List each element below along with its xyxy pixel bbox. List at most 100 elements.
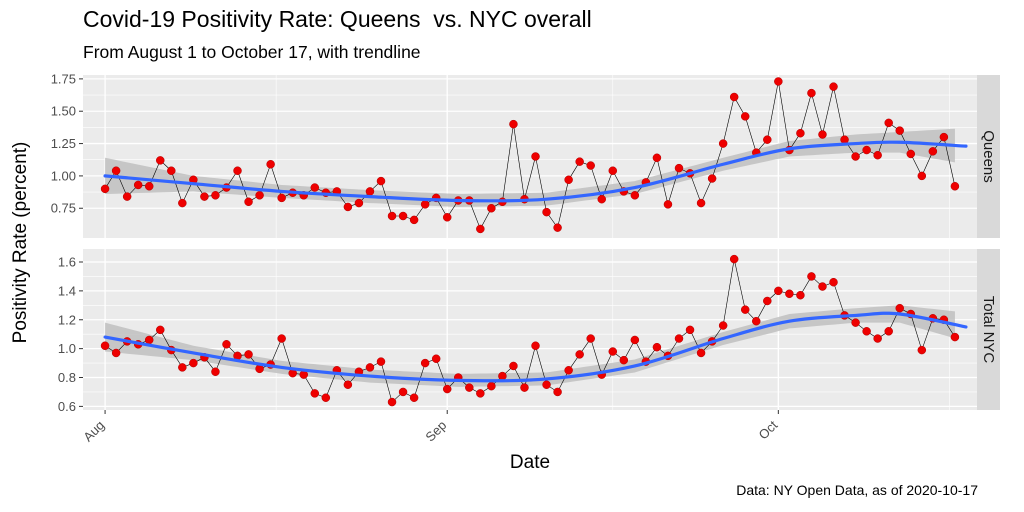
data-point [895,126,904,135]
data-point [321,393,331,402]
data-point [796,128,805,138]
x-tick-label: Sep [422,418,449,445]
y-tick-label: 0.6 [58,399,76,414]
data-point [564,366,573,375]
panel-background [83,75,977,238]
data-point [376,357,386,366]
data-point [873,150,882,160]
data-point [718,139,728,148]
data-point [354,198,364,208]
y-tick-label: 1.25 [51,136,76,151]
data-point [133,180,143,190]
data-point [431,354,441,363]
chart-subtitle: From August 1 to October 17, with trendl… [83,42,421,62]
data-point [774,77,783,86]
data-point [442,384,452,394]
y-tick-label: 1.00 [51,168,76,183]
y-tick-label: 1.2 [58,312,76,327]
chart-title: Covid-19 Positivity Rate: Queens vs. NYC… [83,6,592,32]
data-point [575,157,584,166]
data-point [122,192,132,201]
data-point [674,163,684,173]
data-point [729,92,739,102]
data-point [818,282,827,291]
data-point [244,197,253,207]
data-point [829,277,838,287]
data-point [167,166,176,175]
data-point [420,200,430,209]
series-line [104,81,956,230]
data-point [111,348,121,358]
data-point [244,350,253,359]
y-tick-label: 1.4 [58,283,76,298]
data-point [144,335,154,345]
trend-line [103,140,968,203]
data-point [928,147,938,156]
data-point [884,327,893,336]
data-point [696,198,706,208]
data-point [178,198,187,208]
data-point [156,156,165,165]
y-tick-label: 1.0 [58,341,76,356]
data-point [387,211,397,221]
data-point [630,335,640,345]
facet-strip-label: Queens [980,130,997,183]
data-point [729,254,739,264]
data-point [398,387,408,397]
data-point [906,149,916,159]
data-point [465,383,474,392]
data-point [398,211,408,221]
data-point [498,371,507,381]
data-point [100,184,110,194]
facet-panel-total-nyc: 0.6 0.8 1.0 1.2 1.4 1.6 Total NYC [58,249,1000,414]
data-point [233,166,242,175]
data-point [630,191,640,200]
data-point [200,192,209,201]
data-point [608,166,618,175]
data-point [586,161,595,170]
data-point [100,341,110,350]
data-point [740,305,750,314]
data-point [785,289,794,299]
data-point [111,166,121,175]
data-point [774,286,783,296]
data-point [796,290,805,300]
data-point [310,183,320,192]
facet-strip-label: Total NYC [980,296,997,364]
data-point [818,130,827,139]
panel-background [83,249,977,410]
data-point [531,341,540,350]
data-point [387,397,397,407]
data-point [652,342,662,352]
data-point [740,112,750,121]
facet-panel-queens: 0.75 1.00 1.25 1.50 1.75 Queens [51,71,1000,238]
data-point [763,296,772,306]
data-point [211,191,220,200]
data-point [862,327,871,336]
data-point [531,152,540,161]
data-point [542,380,551,389]
data-point [310,389,320,398]
data-point [597,194,606,204]
data-point [917,171,927,181]
data-point [277,334,286,343]
data-point [542,207,551,217]
data-point [873,334,882,343]
y-tick-label: 0.75 [51,201,76,216]
data-point [442,213,452,222]
data-point [476,224,485,234]
trend-line [103,311,968,383]
data-point [652,153,662,163]
data-point [365,187,375,196]
data-point [277,193,286,203]
data-point [487,381,496,391]
data-point [266,160,275,169]
data-point [476,389,485,398]
data-point [156,325,165,335]
facet-strip [977,75,1000,238]
data-point [189,358,198,368]
data-point [674,334,684,343]
data-point [365,363,375,372]
data-point [487,203,496,213]
data-point [619,355,629,365]
